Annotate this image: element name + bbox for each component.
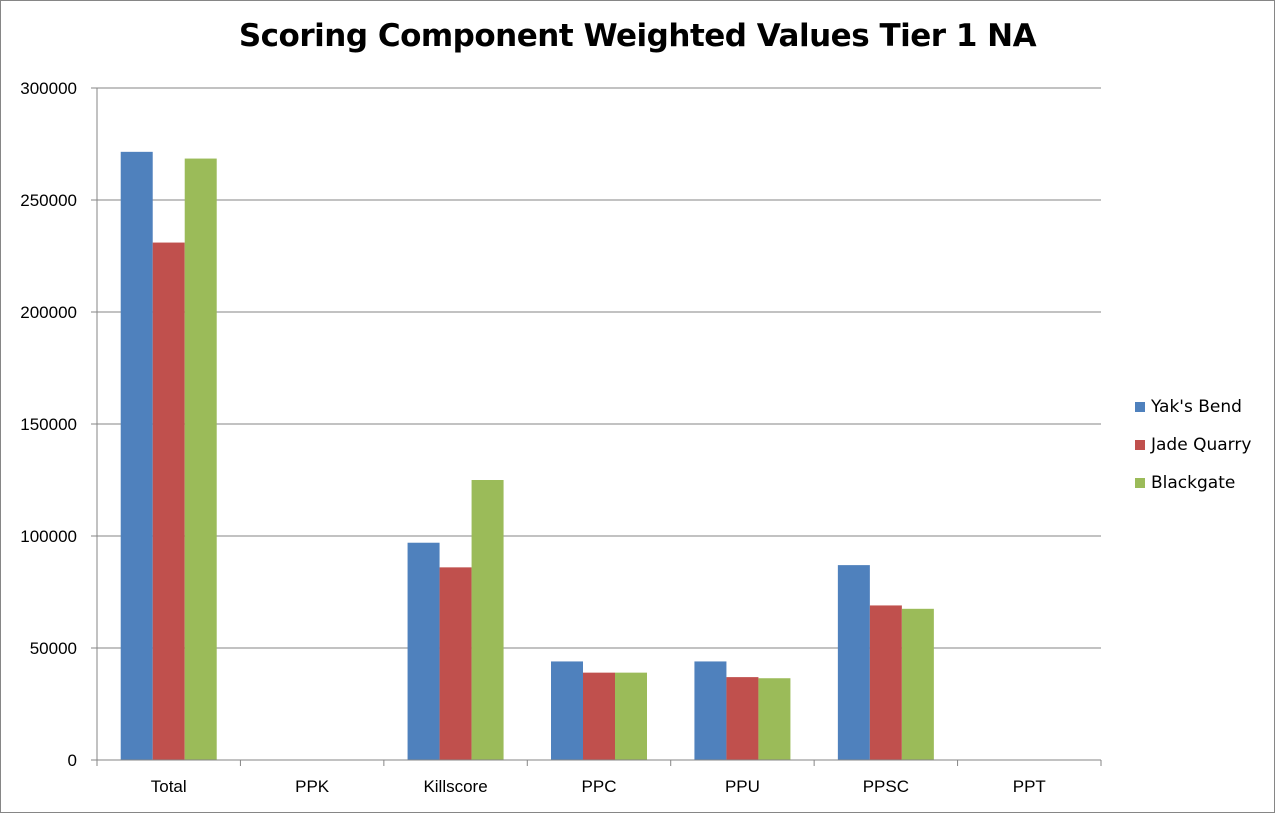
bar-total-0	[120, 151, 153, 761]
bar-ppu-1	[726, 677, 759, 760]
bar-ppsc-0	[837, 565, 870, 760]
x-tick-label: PPK	[295, 777, 330, 796]
bar-ppc-0	[551, 661, 583, 760]
axes	[91, 87, 1102, 766]
x-tick-label: Total	[151, 777, 187, 796]
bar-killscore-0	[407, 542, 440, 760]
legend-label: Blackgate	[1151, 473, 1236, 493]
x-tick-label: PPSC	[863, 777, 909, 796]
legend-item: Blackgate	[1135, 464, 1251, 502]
bar-total-2	[184, 158, 217, 760]
y-tick-label: 50000	[30, 639, 77, 658]
x-tick-label: PPC	[582, 777, 617, 796]
gridlines	[97, 87, 1101, 649]
bar-ppu-0	[694, 661, 727, 760]
x-tick-label: PPT	[1013, 777, 1046, 796]
bar-ppsc-1	[869, 605, 902, 760]
legend-label: Yak's Bend	[1151, 397, 1242, 417]
bar-ppc-1	[583, 672, 615, 760]
bar-killscore-2	[471, 480, 504, 760]
bars	[120, 151, 934, 761]
y-tick-label: 200000	[20, 303, 77, 322]
bar-ppsc-2	[901, 608, 934, 760]
legend-swatch	[1135, 440, 1145, 450]
legend-swatch	[1135, 478, 1145, 488]
bar-total-1	[152, 242, 185, 760]
legend-label: Jade Quarry	[1151, 435, 1252, 455]
y-tick-label: 150000	[20, 415, 77, 434]
y-tick-label: 100000	[20, 527, 77, 546]
bar-killscore-1	[439, 567, 472, 760]
chart-title: Scoring Component Weighted Values Tier 1…	[238, 18, 1037, 54]
y-tick-label: 300000	[20, 79, 77, 98]
x-tick-label: Killscore	[423, 777, 487, 796]
y-tick-label: 250000	[20, 191, 77, 210]
legend-swatch	[1135, 402, 1145, 412]
legend-item: Yak's Bend	[1135, 388, 1251, 426]
legend: Yak's Bend Jade Quarry Blackgate	[1135, 388, 1251, 502]
y-tick-label: 0	[68, 751, 77, 770]
legend-item: Jade Quarry	[1135, 426, 1251, 464]
x-tick-label: PPU	[725, 777, 760, 796]
tick-labels: 0 50000 100000 150000 200000 250000 300000 Tota…	[20, 79, 1046, 796]
bar-ppc-2	[615, 672, 647, 760]
bar-ppu-2	[758, 678, 791, 760]
